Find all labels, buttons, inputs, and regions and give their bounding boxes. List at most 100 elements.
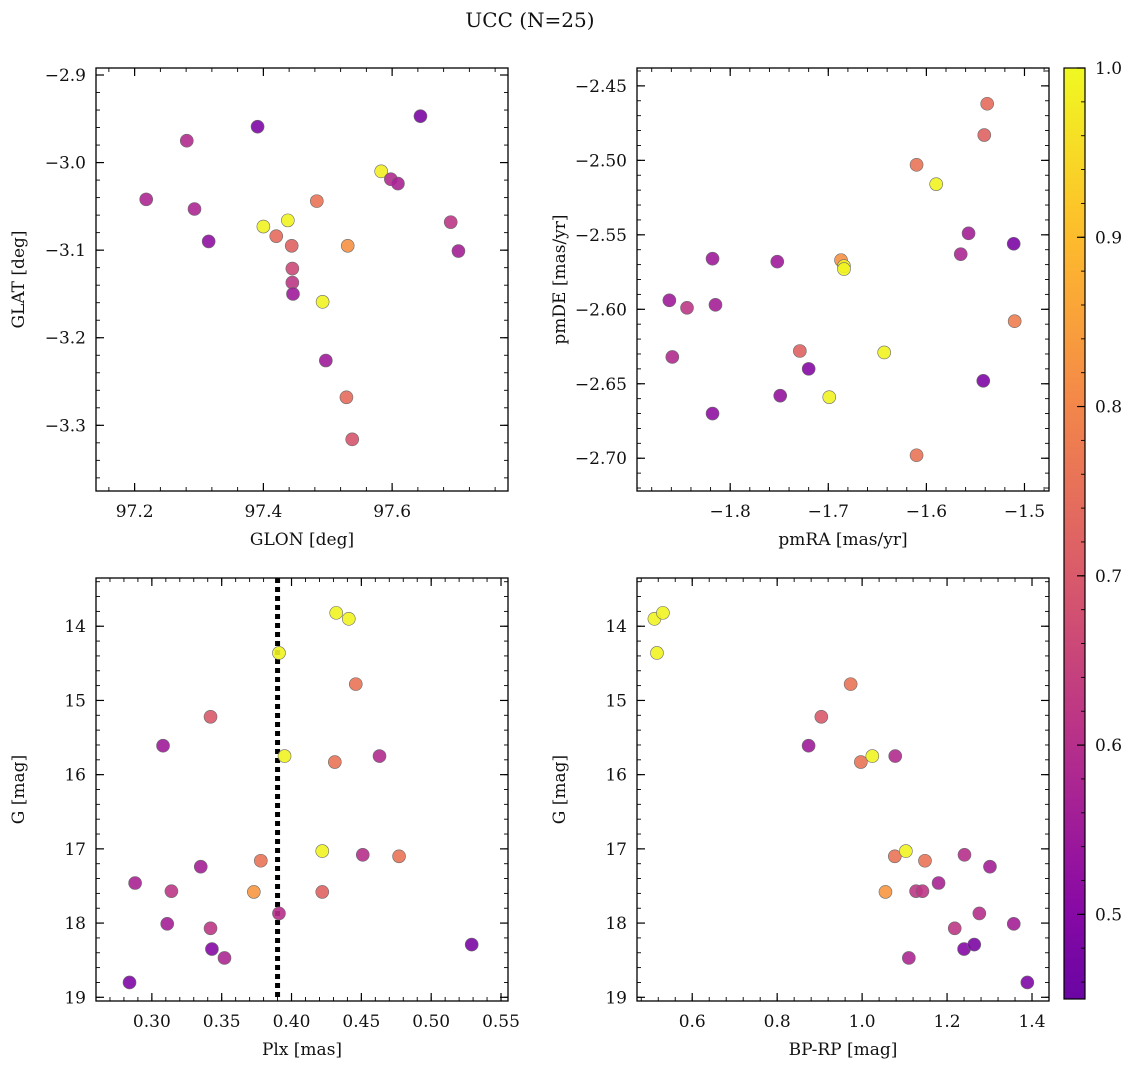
data-point: [865, 749, 880, 763]
panel-glon-glat: 97.2 97.4 97.6 −2.9 −3.0 −3.1 −3.2 −3.3 GLON [de…: [9, 66, 509, 550]
data-point: [285, 261, 300, 276]
data-point: [315, 844, 330, 858]
data-point: [339, 390, 354, 405]
data-point: [128, 876, 142, 890]
data-point: [160, 917, 175, 931]
data-point: [1007, 314, 1022, 329]
data-point: [392, 849, 406, 864]
data-point: [878, 885, 893, 899]
y-tick-label: 15: [64, 691, 86, 711]
data-point: [277, 749, 292, 763]
data-point: [708, 298, 723, 312]
axes-frame: [636, 67, 1050, 492]
data-point: [179, 133, 194, 148]
y-tick-label: 19: [64, 988, 86, 1008]
x-axis-label: GLON [deg]: [250, 530, 354, 550]
data-point: [1020, 975, 1035, 990]
data-point: [980, 96, 995, 111]
data-point: [947, 921, 962, 936]
data-point: [705, 251, 720, 266]
data-point: [256, 219, 271, 234]
x-tick-label: 1.0: [849, 1012, 876, 1032]
data-point: [443, 215, 458, 229]
data-point: [705, 406, 720, 421]
data-point: [976, 373, 991, 388]
data-point: [877, 345, 892, 360]
data-point: [888, 749, 903, 763]
axes-frame: [636, 577, 1050, 1002]
data-point: [315, 295, 330, 309]
x-tick-label: 0.8: [764, 1012, 791, 1032]
data-point: [122, 975, 137, 990]
colorbar-tick-label: 0.5: [1095, 905, 1122, 925]
x-tick-label: 0.40: [273, 1012, 311, 1032]
data-point: [413, 109, 428, 123]
y-tick-label: 14: [64, 617, 86, 637]
x-tick-label: 97.6: [373, 502, 411, 522]
data-point: [203, 709, 218, 724]
data-point: [929, 177, 943, 191]
data-point: [329, 606, 344, 620]
data-point: [201, 234, 216, 249]
x-tick-label: −1.8: [710, 502, 751, 522]
x-tick-label: 0.45: [342, 1012, 380, 1032]
data-point: [843, 677, 858, 691]
x-axis-label: pmRA [mas/yr]: [778, 530, 907, 550]
data-point: [837, 262, 851, 276]
y-tick-label: −3.0: [45, 154, 86, 174]
data-point: [931, 876, 946, 890]
panel-pmra-pmde: −1.8 −1.7 −1.6 −1.5 −2.45 −2.50 −2.55 −2.60 −2.6…: [550, 67, 1050, 550]
x-tick-label: −1.5: [1004, 502, 1045, 522]
data-point: [918, 853, 932, 868]
data-point: [953, 247, 968, 261]
data-point: [793, 344, 807, 358]
data-point: [888, 849, 902, 864]
data-point: [902, 951, 916, 965]
data-point: [269, 229, 284, 243]
data-point: [665, 350, 680, 364]
x-tick-label: −1.6: [906, 502, 947, 522]
data-point: [822, 390, 837, 404]
data-point: [770, 254, 785, 269]
data-point: [217, 951, 232, 965]
data-point: [250, 119, 265, 134]
x-tick-label: 0.55: [482, 1012, 520, 1032]
y-tick-label: −3.1: [45, 241, 86, 261]
x-tick-label: 1.2: [934, 1012, 961, 1032]
data-point: [272, 646, 286, 660]
data-point: [319, 353, 333, 368]
x-tick-label: 0.50: [412, 1012, 450, 1032]
x-tick-label: 0.30: [133, 1012, 171, 1032]
y-tick-label: −2.60: [575, 300, 627, 320]
data-point: [203, 921, 218, 936]
data-point: [345, 432, 360, 447]
x-tick-label: 97.2: [116, 502, 154, 522]
data-point: [315, 885, 330, 899]
data-point: [193, 859, 208, 874]
data-point: [1006, 236, 1021, 251]
data-point: [983, 859, 997, 874]
data-point: [286, 287, 300, 301]
y-tick-label: −2.9: [45, 66, 86, 86]
y-axis-label: GLAT [deg]: [9, 230, 29, 328]
y-tick-label: −2.50: [575, 151, 627, 171]
data-point: [341, 612, 356, 626]
y-tick-label: 15: [605, 691, 627, 711]
panel-bprp-g: 0.6 0.8 1.0 1.2 1.4 14 15 16 17 18 19 BP-RP [mag] G …: [550, 577, 1050, 1060]
data-point: [247, 885, 261, 899]
data-point: [680, 300, 694, 315]
data-point: [272, 906, 286, 921]
y-tick-label: 18: [605, 914, 627, 934]
y-axis-label: pmDE [mas/yr]: [550, 214, 570, 344]
data-point: [814, 709, 829, 724]
data-point: [187, 202, 202, 216]
data-point: [310, 194, 324, 208]
y-tick-label: −2.65: [575, 375, 627, 395]
x-tick-label: 1.4: [1018, 1012, 1045, 1032]
data-point: [348, 677, 363, 691]
data-point: [285, 275, 300, 290]
data-point: [957, 848, 972, 862]
data-point: [899, 844, 913, 858]
x-tick-label: 0.35: [203, 1012, 241, 1032]
